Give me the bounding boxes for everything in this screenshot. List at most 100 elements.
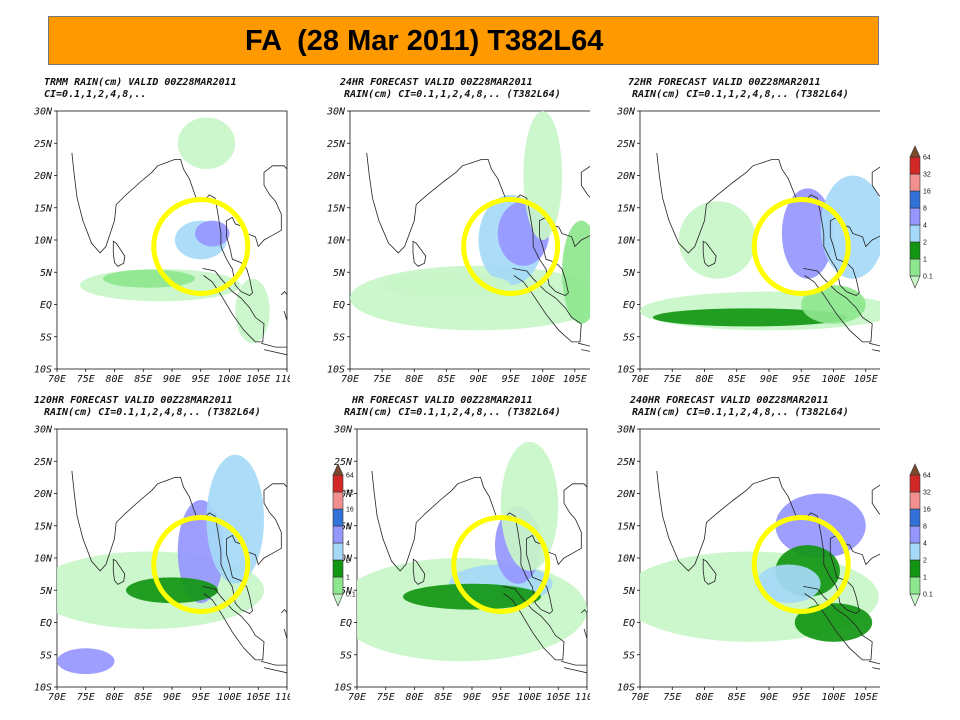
coastline [260,660,287,674]
lat-tick-label: 10N [34,236,53,247]
lat-tick-label: 10N [617,554,636,565]
map-panel-120hr: 30N 25N 20N 15N 10N 5N EQ 5S 10S 70E 75E 80E 85E 90E 9… [0,393,290,703]
lon-tick-label: 105E [854,692,878,703]
colorbar-segment [909,463,921,476]
panel-header-line2: RAIN(cm) CI=0.1,1,2,4,8,.. (T382L64) [632,407,849,418]
lon-tick-label: 90E [163,692,181,703]
colorbar-label: 2 [923,558,927,565]
colorbar-label: 0.1 [923,274,933,281]
lon-tick-label: 80E [695,692,713,703]
lat-tick-label: 5S [623,332,635,343]
colorbar-label: 8 [346,524,350,531]
lat-tick-label: 25N [34,139,53,150]
colorbar-segment [909,491,921,510]
coastline [560,660,587,674]
lon-tick-label: 95E [492,692,510,703]
lon-tick-label: 90E [760,692,778,703]
coastline [412,558,426,585]
panel-header-line1: 120HR FORECAST VALID 00Z28MAR2011 [34,395,233,406]
colorbar-label: 64 [346,473,354,480]
lat-tick-label: 25N [327,139,346,150]
lon-tick-label: 105E [546,692,570,703]
lat-tick-label: EQ [623,618,635,629]
lat-tick-label: 15N [617,203,636,214]
lat-tick-label: 25N [617,457,636,468]
rain-field [403,583,541,610]
colorbar-segment [909,258,921,277]
rain-field [562,220,590,324]
lat-tick-label: 5S [623,650,635,661]
lon-tick-label: 100E [531,374,555,385]
coastline [202,586,265,661]
colorbar-label: 16 [346,507,354,514]
rain-field [678,201,757,279]
rain-field [57,648,115,675]
colorbar-segment [909,576,921,595]
lon-tick-label: 70E [48,374,66,385]
colorbar-label: 32 [923,172,931,179]
colorbar-lower-left: 0.1 1 2 4 8 16 32 64 [332,463,356,607]
colorbar-segment [332,491,344,510]
lat-tick-label: 30N [616,107,636,118]
lon-tick-label: 80E [695,374,713,385]
colorbar-label: 8 [923,206,927,213]
colorbar-label: 1 [923,575,927,582]
colorbar-segment [909,156,921,175]
rain-field [652,308,847,327]
rain-field [235,278,270,344]
panel-header-line2: RAIN(cm) CI=0.1,1,2,4,8,.. (T382L64) [44,407,261,418]
colorbar-segment [909,173,921,192]
highlight-circle [461,196,561,296]
lon-tick-label: 80E [105,692,123,703]
lon-tick-label: 90E [463,692,481,703]
colorbar-label: 16 [923,189,931,196]
coastline [281,290,287,321]
colorbar-segment [909,190,921,209]
lat-tick-label: 25N [34,457,53,468]
panel-header-line1: HR FORECAST VALID 00Z28MAR2011 [352,395,533,406]
lat-tick-label: 5N [623,586,636,597]
colorbar-segment [332,559,344,578]
colorbar-lower-right: 0.1 1 2 4 8 16 32 64 [909,463,933,607]
lon-tick-label: 105E [854,374,878,385]
lat-tick-label: EQ [623,300,635,311]
colorbar-segment [909,542,921,561]
coastline [281,608,287,639]
lat-tick-label: 5S [340,650,352,661]
highlight-circle [151,196,251,296]
map-panel-trmm: 30N 25N 20N 15N 10N 5N EQ 5S 10S 70E 75E 80E 85E 90E 9… [0,75,290,385]
colorbar-label: 4 [923,541,927,548]
colorbar-segment [909,559,921,578]
lat-tick-label: 10S [617,365,635,376]
colorbar-segment [909,241,921,260]
lon-tick-label: 70E [48,692,66,703]
colorbar-label: 1 [346,575,350,582]
lon-tick-label: 85E [437,374,455,385]
lon-tick-label: 95E [792,374,810,385]
lat-tick-label: 20N [327,171,346,182]
lat-tick-label: 15N [334,521,353,532]
lat-tick-label: 20N [34,171,53,182]
lat-tick-label: 20N [34,489,53,500]
map-panel-240hr: 30N 25N 20N 15N 10N 5N EQ 5S 10S 70E 75E 80E 85E 90E 9… [590,393,880,703]
coastline [412,240,427,267]
lon-tick-label: 105E [563,374,587,385]
lon-tick-label: 90E [469,374,487,385]
colorbar-segment [909,224,921,243]
page-title: FA (28 Mar 2011) T382L64 [245,25,604,57]
lon-tick-label: 75E [77,692,95,703]
lat-tick-label: 10N [34,554,53,565]
colorbar-segment [909,474,921,493]
lat-tick-label: 30N [333,425,353,436]
lon-tick-label: 70E [631,692,649,703]
lon-tick-label: 105E [246,374,270,385]
rain-field [794,603,873,642]
coastline [581,608,587,639]
lon-tick-label: 75E [663,692,681,703]
rain-field [126,577,218,604]
lon-tick-label: 100E [517,692,541,703]
lat-tick-label: 20N [617,171,636,182]
